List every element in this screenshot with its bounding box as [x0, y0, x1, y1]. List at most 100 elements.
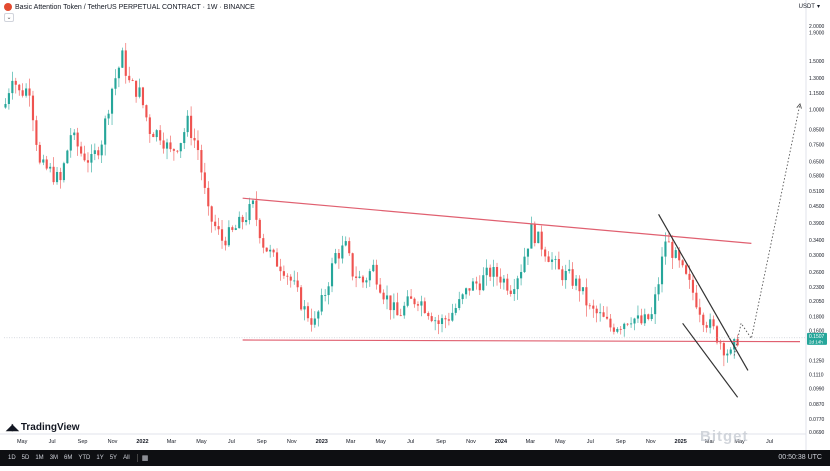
candle-body — [165, 142, 169, 149]
timeframe-1y[interactable]: 1Y — [96, 455, 104, 461]
candle-body — [550, 259, 554, 262]
candle — [90, 144, 93, 173]
timeframe-ytd[interactable]: YTD — [78, 455, 91, 461]
candle-body — [509, 290, 512, 295]
candle-body — [533, 223, 536, 244]
candle-body — [162, 140, 165, 149]
candle-body — [258, 219, 261, 239]
candle-body — [685, 265, 688, 274]
candle — [640, 308, 643, 325]
candle — [145, 104, 148, 122]
time-tick-label: Jul — [407, 439, 414, 445]
candle — [55, 166, 59, 185]
candle-body — [169, 142, 172, 150]
candle — [31, 90, 35, 132]
candle-body — [231, 227, 234, 230]
candle — [451, 303, 454, 322]
candle-body — [80, 146, 83, 154]
time-tick-label: Mar — [346, 439, 356, 445]
candle-body — [485, 267, 488, 276]
candle-body — [310, 318, 313, 325]
price-tick-label: 0.6500 — [809, 160, 825, 166]
candle-body — [482, 275, 485, 291]
timeframe-3m[interactable]: 3M — [49, 455, 59, 461]
time-tick-label: 2022 — [136, 439, 148, 445]
candle — [623, 322, 626, 337]
timeframe-6m[interactable]: 6M — [64, 455, 73, 461]
candle-body — [128, 75, 131, 81]
candle — [447, 312, 450, 326]
candle-body — [578, 278, 581, 292]
candle — [155, 129, 158, 142]
candle — [695, 285, 698, 310]
candle — [647, 313, 650, 321]
candle-body — [588, 305, 591, 307]
candle-body — [547, 256, 550, 262]
candle — [523, 247, 526, 274]
candle-body — [38, 144, 41, 163]
utc-clock[interactable]: 00:50:38 UTC — [778, 454, 822, 461]
trendline — [242, 339, 801, 343]
candle — [317, 310, 320, 327]
candle-body — [348, 241, 351, 254]
currency-selector[interactable]: USDT ▾ — [799, 3, 820, 11]
candle-body — [327, 286, 330, 296]
candle-body — [660, 256, 664, 285]
price-tick-label: 1.9000 — [809, 30, 825, 36]
time-tick-label: May — [555, 439, 566, 445]
candle-body — [616, 328, 619, 332]
candle — [135, 80, 138, 103]
candle-body — [647, 314, 650, 320]
candle-body — [423, 301, 426, 314]
candle — [35, 115, 38, 152]
candle-body — [396, 302, 399, 316]
timeframe-5y[interactable]: 5Y — [109, 455, 118, 461]
tradingview-logo[interactable]: ◢◣ TradingView — [6, 422, 80, 433]
candle-body — [66, 150, 69, 164]
candle-body — [28, 88, 31, 96]
candle-body — [595, 308, 598, 314]
candle-body — [69, 135, 72, 151]
candle — [595, 305, 598, 323]
candle-body — [437, 320, 440, 324]
candle — [416, 301, 420, 312]
candle — [674, 247, 677, 259]
timeframe-1d[interactable]: 1D — [8, 455, 16, 461]
candle — [509, 285, 512, 297]
candle-body — [300, 287, 303, 310]
candle — [62, 161, 65, 183]
candle-body — [86, 160, 90, 163]
timeframe-all[interactable]: All — [123, 455, 130, 461]
candle-body — [76, 132, 79, 147]
candle — [327, 282, 330, 305]
collapse-legend-button[interactable]: ⌄ — [4, 13, 14, 22]
price-tick-label: 0.3900 — [809, 221, 825, 227]
time-tick-label: May — [734, 439, 745, 445]
candle-body — [196, 140, 200, 151]
candle-body — [135, 80, 138, 97]
candle — [609, 313, 612, 332]
time-tick-label: Sep — [616, 439, 626, 445]
candle — [578, 275, 581, 302]
candle — [69, 127, 72, 158]
candle — [152, 132, 155, 138]
candle-body — [18, 84, 21, 91]
candle — [251, 198, 255, 208]
timeframe-5d[interactable]: 5D — [21, 455, 30, 461]
candle-body — [516, 278, 519, 290]
candle-body — [234, 228, 237, 230]
candle-body — [681, 260, 684, 266]
candle — [423, 297, 426, 314]
candle — [227, 220, 230, 247]
candle-body — [114, 78, 117, 89]
candle-body — [313, 318, 316, 325]
candle-body — [461, 294, 464, 300]
candle — [698, 298, 701, 323]
candle-body — [581, 287, 585, 292]
candle — [162, 132, 165, 154]
candle — [265, 247, 268, 253]
timeframe-1m[interactable]: 1M — [35, 455, 44, 461]
calendar-range-icon[interactable]: ▦ — [141, 455, 149, 462]
